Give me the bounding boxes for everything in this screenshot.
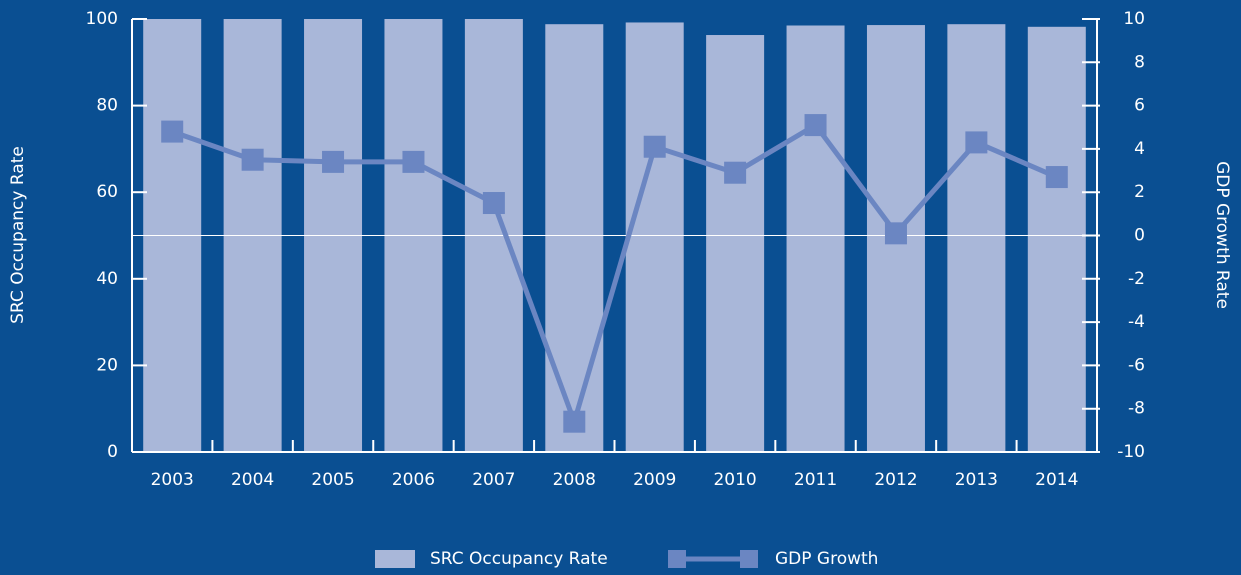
x-tick-label: 2006 bbox=[392, 470, 435, 490]
legend-label: GDP Growth bbox=[775, 549, 878, 569]
y-tick-label: 0 bbox=[107, 442, 118, 462]
x-tick-label: 2013 bbox=[955, 470, 998, 490]
line-marker bbox=[482, 192, 505, 215]
line-marker bbox=[563, 410, 586, 433]
legend-marker bbox=[668, 550, 686, 568]
x-tick-label: 2011 bbox=[794, 470, 837, 490]
line-marker bbox=[884, 222, 907, 245]
x-tick-label: 2008 bbox=[553, 470, 596, 490]
y2-tick-label: 4 bbox=[1134, 139, 1145, 159]
y2-tick-label: 0 bbox=[1134, 226, 1145, 246]
y2-tick-label: 10 bbox=[1123, 9, 1145, 29]
y2-tick-label: -8 bbox=[1128, 399, 1145, 419]
line-marker bbox=[965, 131, 988, 154]
line-marker bbox=[402, 150, 425, 173]
bar bbox=[1027, 26, 1086, 452]
x-tick-label: 2012 bbox=[874, 470, 917, 490]
x-tick-label: 2004 bbox=[231, 470, 274, 490]
bar bbox=[786, 25, 845, 453]
bar bbox=[947, 24, 1006, 453]
legend-label: SRC Occupancy Rate bbox=[430, 549, 608, 569]
x-tick-label: 2010 bbox=[713, 470, 756, 490]
y2-tick-label: 2 bbox=[1134, 182, 1145, 202]
y2-tick-label: -2 bbox=[1128, 269, 1145, 289]
bar bbox=[625, 22, 684, 453]
y-tick-label: 40 bbox=[96, 269, 118, 289]
line-marker bbox=[724, 161, 747, 184]
line-marker bbox=[161, 120, 184, 143]
line-marker bbox=[643, 135, 666, 158]
bar bbox=[545, 24, 604, 453]
x-tick-label: 2014 bbox=[1035, 470, 1078, 490]
x-tick-label: 2007 bbox=[472, 470, 515, 490]
y-tick-label: 100 bbox=[86, 9, 118, 29]
line-marker bbox=[322, 150, 345, 173]
legend-swatch bbox=[375, 550, 415, 568]
y-axis-title: SRC Occupancy Rate bbox=[8, 146, 28, 324]
line bbox=[171, 121, 1058, 430]
line-marker bbox=[241, 148, 264, 171]
x-tick-label: 2009 bbox=[633, 470, 676, 490]
x-tick-label: 2003 bbox=[151, 470, 194, 490]
y-tick-label: 20 bbox=[96, 355, 118, 375]
line-marker bbox=[1045, 166, 1068, 189]
bar bbox=[706, 35, 765, 453]
y-tick-label: 80 bbox=[96, 96, 118, 116]
x-tick-label: 2005 bbox=[311, 470, 354, 490]
y2-tick-label: -10 bbox=[1117, 442, 1145, 462]
y2-tick-label: -6 bbox=[1128, 355, 1145, 375]
y2-tick-label: -4 bbox=[1128, 312, 1145, 332]
y2-tick-label: 6 bbox=[1134, 96, 1145, 116]
legend-marker bbox=[740, 550, 758, 568]
line-marker bbox=[804, 114, 827, 137]
y2-axis-title: GDP Growth Rate bbox=[1212, 161, 1232, 309]
y-tick-label: 60 bbox=[96, 182, 118, 202]
y2-tick-label: 8 bbox=[1134, 52, 1145, 72]
